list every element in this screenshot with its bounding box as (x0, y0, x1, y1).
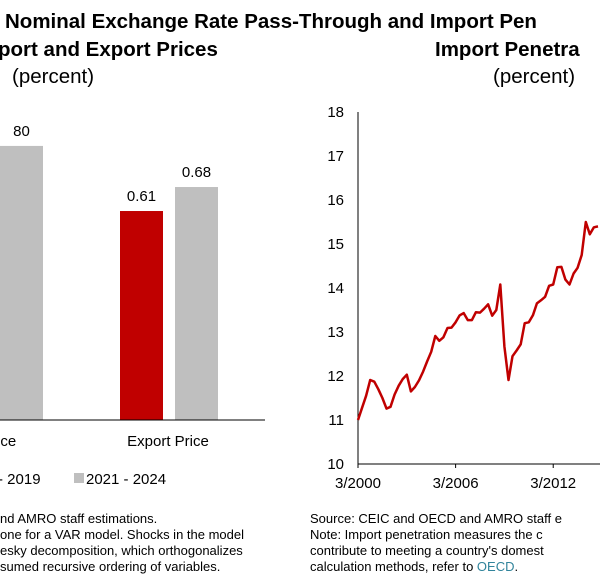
bar (175, 187, 218, 420)
source-line: Source: CEIC and OECD and AMRO staff e (310, 511, 562, 526)
y-tick-label: 12 (327, 368, 344, 385)
bar-data-label: 80 (13, 123, 30, 140)
note-line: Note: Import penetration measures the c (310, 527, 543, 542)
left-note-line: nd AMRO staff estimations. (0, 511, 158, 526)
bar-data-label: 0.68 (182, 164, 211, 181)
y-tick-label: 14 (327, 280, 344, 297)
bar-data-label: 0.61 (127, 188, 156, 205)
right-title-line2: Import Penetra (435, 38, 580, 61)
y-tick-label: 17 (327, 148, 344, 165)
note-line: contribute to meeting a country's domest (310, 543, 544, 558)
x-tick-label: 3/2000 (335, 475, 381, 492)
y-tick-label: 10 (327, 456, 344, 473)
note-text: . (514, 559, 519, 574)
left-notes: nd AMRO staff estimations. one for a VAR… (0, 511, 244, 575)
right-unit: (percent) (493, 65, 575, 88)
title-line1: Nominal Exchange Rate Pass-Through and I… (5, 10, 537, 33)
x-tick-label: 3/2006 (433, 475, 479, 492)
bar-category-label: Export Price (127, 433, 209, 450)
left-note-line: sumed recursive ordering of variables. (0, 559, 221, 574)
left-note-line: one for a VAR model. Shocks in the model (0, 527, 244, 542)
left-title-line2: port and Export Prices (0, 38, 218, 61)
y-tick-label: 18 (327, 104, 344, 121)
x-tick-label: 3/2012 (530, 475, 576, 492)
bar (0, 145, 43, 421)
left-unit: (percent) (12, 65, 94, 88)
y-tick-label: 15 (327, 236, 344, 253)
note-text: calculation methods, refer to (310, 559, 477, 574)
y-tick-label: 13 (327, 324, 344, 341)
right-notes: Source: CEIC and OECD and AMRO staff e N… (310, 511, 562, 575)
bar-category-label: rice (0, 433, 16, 450)
y-tick-label: 11 (328, 412, 344, 429)
legend-label-gray: 2021 - 2024 (86, 471, 166, 488)
left-note-line: esky decomposition, which orthogonalizes (0, 543, 243, 558)
note-line: calculation methods, refer to OECD. (310, 559, 562, 575)
bar (120, 211, 163, 420)
oecd-link[interactable]: OECD (476, 559, 515, 574)
legend-label-red: - 2019 (0, 471, 41, 488)
import-penetration-line (356, 220, 599, 421)
legend-swatch-gray (74, 473, 84, 483)
y-tick-label: 16 (327, 192, 344, 209)
